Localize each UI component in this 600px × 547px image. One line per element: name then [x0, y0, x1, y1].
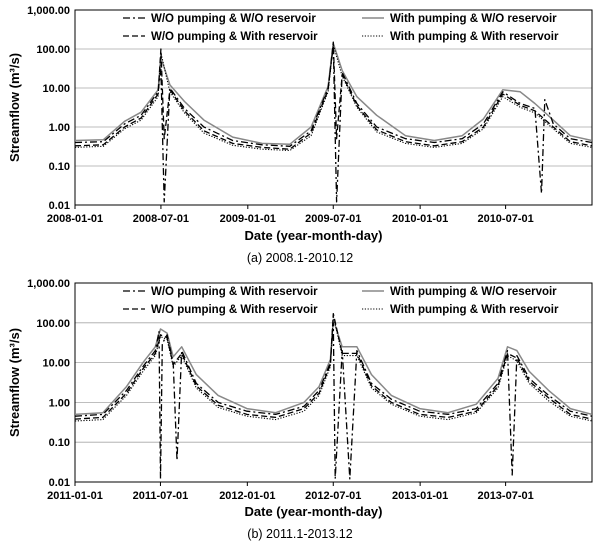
y-tick-label: 1.00	[49, 122, 70, 134]
series-line-2	[75, 41, 592, 150]
legend-label: W/O pumping & W/O reservoir	[151, 13, 316, 25]
x-tick-label: 2010-07-01	[477, 213, 533, 225]
legend-label: With pumping & With reservoir	[390, 31, 559, 43]
y-tick-label: 0.01	[49, 200, 70, 212]
series-line-1	[75, 45, 592, 203]
y-axis-label: Streamflow (m³/s)	[7, 53, 22, 162]
y-tick-label: 0.10	[49, 161, 70, 173]
x-axis-label: Date (year-month-day)	[245, 228, 383, 243]
x-tick-label: 2008-07-01	[133, 213, 189, 225]
x-tick-label: 2013-07-01	[477, 490, 533, 502]
y-tick-label: 0.01	[49, 477, 70, 489]
y-axis-label: Streamflow (m³/s)	[7, 328, 22, 437]
y-tick-label: 10.00	[42, 358, 70, 370]
x-tick-label: 2013-01-01	[392, 490, 448, 502]
legend-label: W/O pumping & With reservoir	[151, 304, 318, 316]
x-axis-label: Date (year-month-day)	[245, 504, 383, 519]
y-tick-label: 0.10	[49, 437, 70, 449]
y-tick-label: 1.00	[49, 397, 70, 409]
y-tick-label: 10.00	[42, 83, 70, 95]
legend-label: W/O pumping & With reservoir	[151, 31, 318, 43]
series-line-2	[75, 312, 592, 420]
legend-label: With pumping & W/O reservoir	[390, 286, 557, 298]
y-tick-label: 1,000.00	[27, 5, 70, 17]
panel-a: 0.01 0.10 1.00 10.00 100.00 1,000.00 2008-01-0…	[7, 5, 593, 265]
figure-caption: (a) 2008.1-2010.12	[247, 251, 353, 265]
figure-caption: (b) 2011.1-2013.12	[247, 527, 352, 541]
legend-label: With pumping & With reservoir	[390, 304, 559, 316]
legend-label: With pumping & W/O reservoir	[390, 13, 557, 25]
x-tick-label: 2008-01-01	[47, 213, 103, 225]
x-tick-label: 2011-07-01	[133, 490, 189, 502]
x-tick-label: 2009-07-01	[305, 213, 361, 225]
x-tick-label: 2011-01-01	[47, 490, 103, 502]
series-line-1	[75, 322, 592, 480]
x-tick-label: 2012-07-01	[305, 490, 361, 502]
x-tick-label: 2010-01-01	[392, 213, 448, 225]
y-tick-label: 1,000.00	[27, 278, 70, 290]
x-tick-label: 2009-01-01	[220, 213, 276, 225]
legend-label: W/O pumping & With reservoir	[151, 286, 318, 298]
panel-b: 0.01 0.10 1.00 10.00 100.00 1,000.00 2011-01-0…	[7, 278, 593, 541]
y-tick-label: 100.00	[36, 318, 70, 330]
y-tick-label: 100.00	[36, 44, 70, 56]
x-tick-label: 2012-01-01	[219, 490, 275, 502]
